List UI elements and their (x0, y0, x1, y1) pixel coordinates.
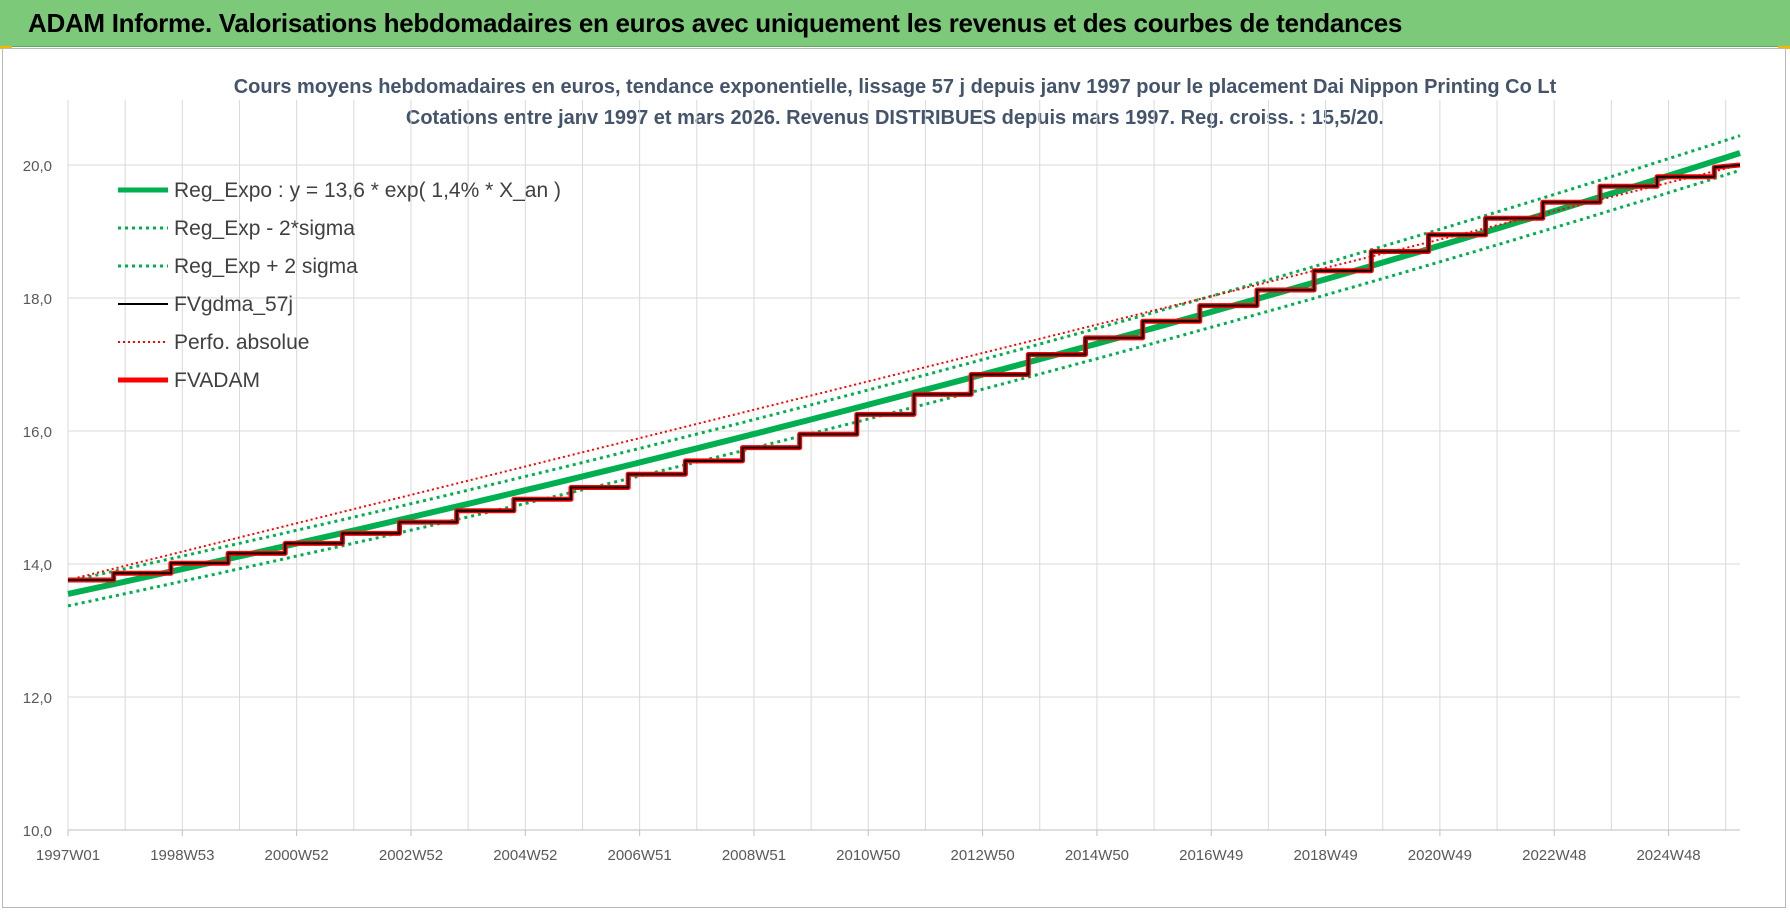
series-line-2 (67, 134, 1741, 583)
x-tick-label: 2022W48 (1522, 847, 1586, 864)
series-layer (67, 134, 1741, 608)
series-line-1 (67, 168, 1741, 608)
corner-marker (0, 46, 12, 49)
y-tick-label: 16,0 (23, 424, 52, 441)
chart-frame (2, 48, 1786, 908)
x-tick-label: 2006W51 (608, 847, 672, 864)
x-tick-label: 2008W51 (722, 847, 786, 864)
y-tick-label: 20,0 (23, 158, 52, 175)
corner-marker (1778, 46, 1790, 49)
x-tick-label: 2002W52 (379, 847, 443, 864)
y-tick-label: 14,0 (23, 557, 52, 574)
y-tick-label: 12,0 (23, 690, 52, 707)
y-tick-label: 10,0 (23, 823, 52, 840)
x-tick-label: 1997W01 (36, 847, 100, 864)
legend-label: Reg_Expo : y = 13,6 * exp( 1,4% * X_an ) (174, 179, 561, 202)
x-tick-label: 2018W49 (1293, 847, 1357, 864)
x-tick-label: 2000W52 (265, 847, 329, 864)
legend-label: FVADAM (174, 369, 260, 392)
x-tick-label: 1998W53 (150, 847, 214, 864)
x-tick-label: 2004W52 (493, 847, 557, 864)
legend-label: Reg_Exp - 2*sigma (174, 217, 355, 240)
grid (67, 100, 1740, 831)
series-line-3 (68, 164, 1741, 581)
x-tick-label: 2024W48 (1636, 847, 1700, 864)
report-title: ADAM Informe. Valorisations hebdomadaire… (28, 8, 1403, 38)
x-tick-label: 2012W50 (950, 847, 1014, 864)
legend-label: Perfo. absolue (174, 331, 309, 354)
chart-title: Cours moyens hebdomadaires en euros, ten… (234, 76, 1557, 98)
legend: Reg_Expo : y = 13,6 * exp( 1,4% * X_an )… (118, 179, 561, 392)
x-tick-label: 2014W50 (1065, 847, 1129, 864)
x-tick-label: 2020W49 (1408, 847, 1472, 864)
chart-subtitle: Cotations entre janv 1997 et mars 2026. … (406, 107, 1384, 129)
legend-label: Reg_Exp + 2 sigma (174, 255, 358, 278)
y-tick-label: 18,0 (23, 291, 52, 308)
report-banner: ADAM Informe. Valorisations hebdomadaire… (0, 0, 1790, 47)
x-tick-label: 2016W49 (1179, 847, 1243, 864)
legend-label: FVgdma_57j (174, 293, 293, 316)
x-tick-label: 2010W50 (836, 847, 900, 864)
axes: 10,0 12,0 14,0 16,0 18,0 20,0 1997W01 1998W53 20… (23, 158, 1740, 864)
